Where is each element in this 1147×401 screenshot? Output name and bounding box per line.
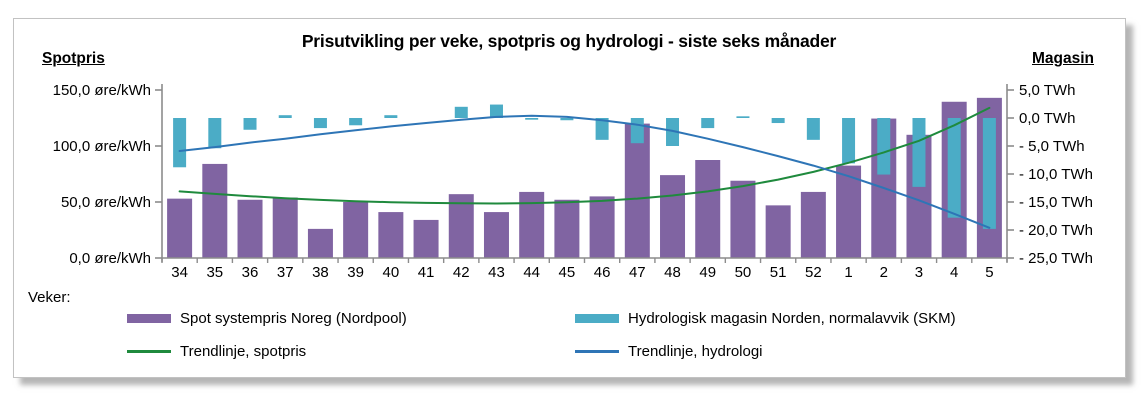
- spot-bar: [307, 228, 333, 258]
- spot-bar: [730, 180, 756, 258]
- hydro-bar: [384, 115, 398, 118]
- x-axis-category-label: 42: [453, 264, 470, 281]
- spot-bar: [413, 219, 439, 258]
- legend-item-hydro: Hydrologisk magasin Norden, normalavvik …: [575, 309, 956, 327]
- hydro-bar: [912, 118, 926, 187]
- hydro-bar: [349, 118, 363, 126]
- x-axis-category-label: 39: [347, 264, 364, 281]
- left-axis-tick-label: 0,0 øre/kWh: [69, 250, 151, 267]
- x-axis-category-label: 43: [488, 264, 505, 281]
- spot-bar: [836, 165, 862, 258]
- x-axis-category-label: 44: [523, 264, 540, 281]
- hydro-bar: [454, 106, 468, 118]
- x-axis-category-label: 38: [312, 264, 329, 281]
- x-axis-category-label: 37: [277, 264, 294, 281]
- right-axis-tick-label: - 10,0 TWh: [1019, 166, 1093, 183]
- legend-label-hydro: Hydrologisk magasin Norden, normalavvik …: [628, 309, 956, 327]
- x-axis-category-label: 52: [805, 264, 822, 281]
- chart-frame: [13, 18, 1126, 378]
- spot-bar: [624, 123, 650, 258]
- chart-title: Prisutvikling per veke, spotpris og hydr…: [301, 31, 837, 51]
- legend-swatch-trend-spot: [127, 349, 171, 353]
- spot-bar: [660, 175, 686, 258]
- spot-bar: [800, 191, 826, 258]
- x-axis-category-label: 51: [770, 264, 787, 281]
- legend-item-spot: Spot systempris Noreg (Nordpool): [127, 309, 407, 327]
- hydro-bar: [842, 118, 856, 164]
- hydro-bar: [947, 118, 961, 218]
- left-axis-tick-label: 50,0 øre/kWh: [61, 194, 151, 211]
- trend-spotpris-line: [178, 106, 991, 205]
- spot-bar: [237, 199, 263, 258]
- spot-bar: [519, 191, 545, 258]
- hydro-bar: [489, 104, 503, 118]
- hydro-bar: [173, 118, 187, 168]
- hydro-bar: [701, 118, 715, 129]
- legend-label-trend-spot: Trendlinje, spotpris: [180, 342, 307, 360]
- x-axis-category-label: 47: [629, 264, 646, 281]
- spot-bar: [589, 196, 615, 258]
- hydro-bar: [595, 118, 609, 140]
- x-axis-category-label: 2: [880, 264, 888, 281]
- spot-bar: [695, 160, 721, 258]
- left-axis-title: Spotpris: [42, 50, 105, 67]
- right-axis-tick-label: 5,0 TWh: [1019, 82, 1075, 99]
- hydro-bar: [278, 115, 292, 118]
- legend-swatch-trend-hydro: [575, 349, 619, 353]
- left-axis-tick-label: 100,0 øre/kWh: [53, 138, 151, 155]
- hydro-bar: [560, 118, 574, 121]
- trend-hydrologi-line: [178, 114, 991, 229]
- hydro-bar: [525, 118, 539, 120]
- right-axis-tick-label: - 5,0 TWh: [1019, 138, 1085, 155]
- hydro-bar: [982, 118, 996, 229]
- spot-bar: [272, 197, 298, 258]
- x-axis-category-label: 35: [206, 264, 223, 281]
- legend-swatch-hydro: [575, 313, 619, 323]
- legend-item-trend-spot: Trendlinje, spotpris: [127, 342, 306, 360]
- x-axis-category-label: 40: [383, 264, 400, 281]
- right-axis-tick-label: - 15,0 TWh: [1019, 194, 1093, 211]
- right-axis-tick-label: 0,0 TWh: [1019, 110, 1075, 127]
- x-axis-category-label: 34: [171, 264, 188, 281]
- legend-label-trend-hydro: Trendlinje, hydrologi: [628, 342, 763, 360]
- spot-bar: [378, 212, 404, 258]
- right-axis-tick-label: - 25,0 TWh: [1019, 250, 1093, 267]
- x-axis-category-label: 3: [915, 264, 923, 281]
- spot-bar: [765, 205, 791, 258]
- right-axis-title: Magasin: [1032, 50, 1095, 67]
- hydro-bar: [313, 118, 327, 129]
- x-axis-category-label: 4: [950, 264, 958, 281]
- spot-bar: [202, 163, 228, 258]
- x-axis-category-label: 48: [664, 264, 681, 281]
- hydro-bar: [771, 118, 785, 124]
- left-axis-tick-label: 150,0 øre/kWh: [53, 82, 151, 99]
- legend-item-trend-hydro: Trendlinje, hydrologi: [575, 342, 763, 360]
- x-axis-category-label: 5: [985, 264, 993, 281]
- spot-bar: [554, 199, 580, 258]
- x-axis-category-label: 45: [559, 264, 576, 281]
- hydro-bar: [806, 118, 820, 140]
- right-axis-tick-label: - 20,0 TWh: [1019, 222, 1093, 239]
- x-axis-category-label: 49: [699, 264, 716, 281]
- hydro-bar: [736, 116, 750, 118]
- legend-label-spot: Spot systempris Noreg (Nordpool): [180, 309, 407, 327]
- spot-bar: [448, 194, 474, 258]
- legend-swatch-spot: [127, 313, 171, 323]
- x-axis-category-label: 50: [735, 264, 752, 281]
- hydro-bar: [630, 118, 644, 144]
- x-axis-category-label: 46: [594, 264, 611, 281]
- spot-bar: [483, 212, 509, 258]
- x-axis-category-label: 1: [844, 264, 852, 281]
- x-axis-caption: Veker:: [28, 289, 71, 306]
- hydro-bar: [666, 118, 680, 146]
- x-axis-category-label: 41: [418, 264, 435, 281]
- spot-bar: [167, 198, 193, 258]
- x-axis-category-label: 36: [242, 264, 259, 281]
- hydro-bar: [877, 118, 891, 175]
- hydro-bar: [243, 118, 257, 130]
- spot-bar: [343, 202, 369, 258]
- hydro-bar: [208, 118, 222, 149]
